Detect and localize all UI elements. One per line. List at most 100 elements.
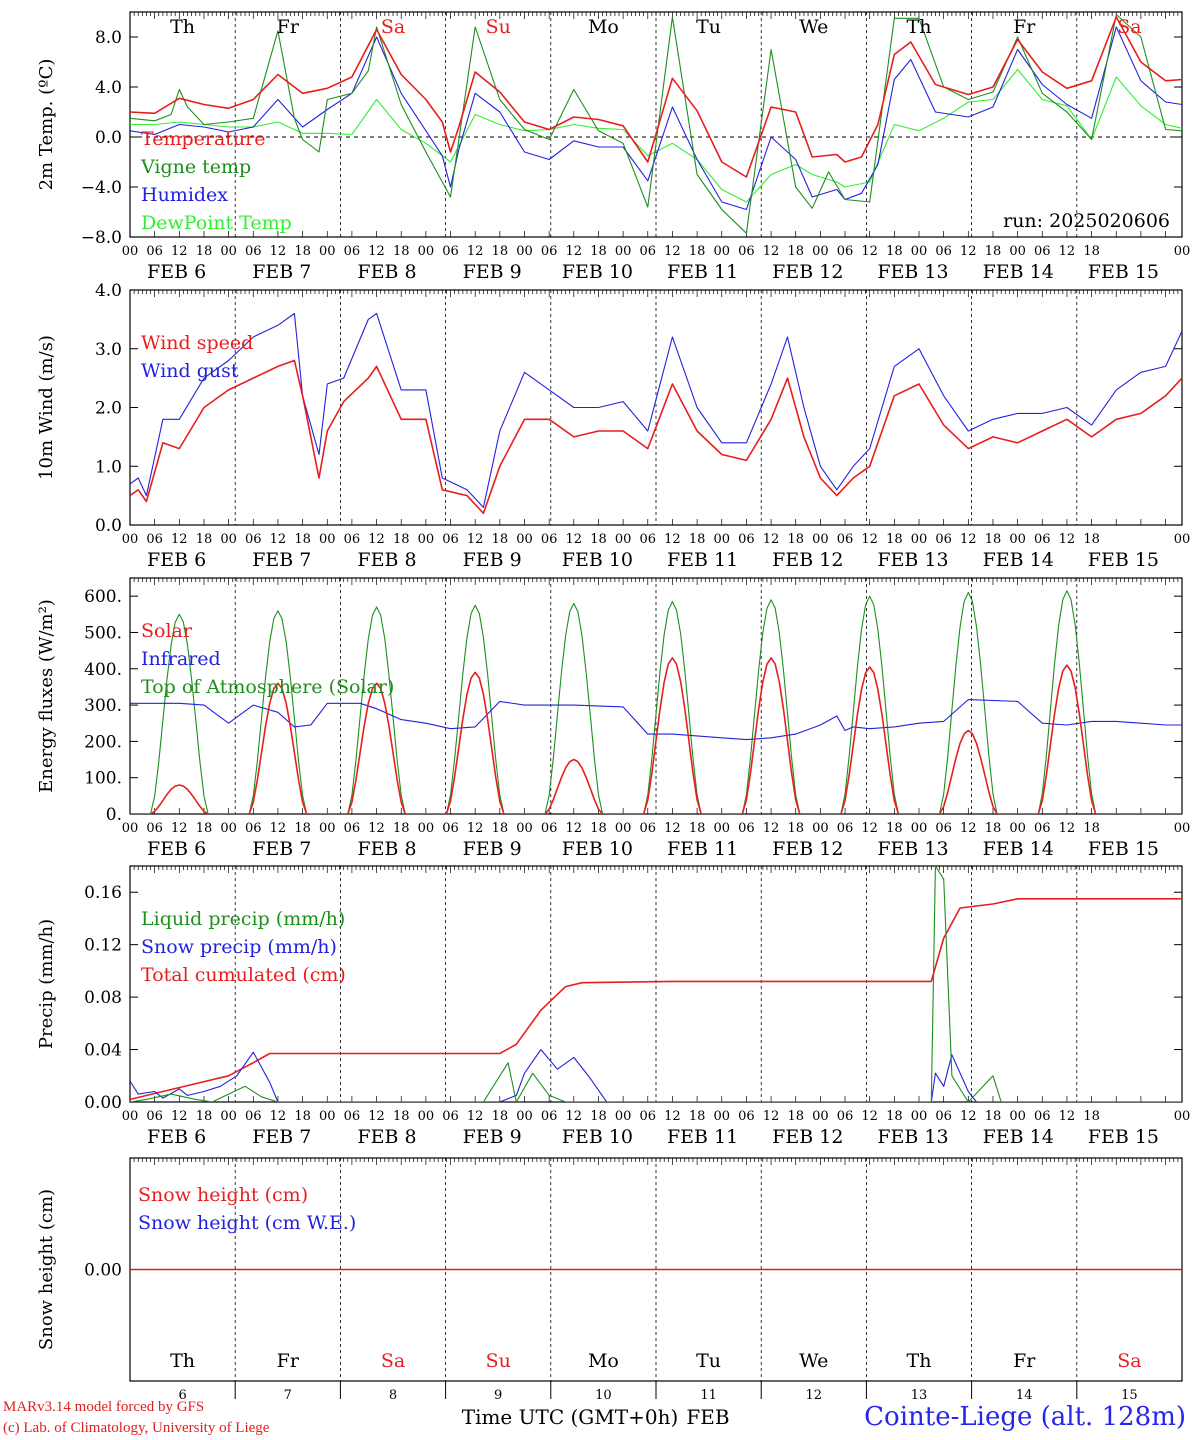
hour-label: 12: [566, 244, 583, 259]
hour-label: 18: [689, 244, 706, 259]
y-tick-label: 0.00: [84, 1261, 122, 1281]
hour-label: 12: [368, 244, 385, 259]
date-label: FEB 9: [463, 1126, 522, 1148]
y-tick-label: 100.: [84, 769, 122, 789]
hour-label: 06: [837, 532, 854, 547]
day-abbr: Tu: [696, 16, 721, 38]
hour-label: 06: [245, 532, 262, 547]
date-label: FEB 15: [1088, 549, 1159, 571]
hour-label: 06: [245, 244, 262, 259]
series-line: [130, 1049, 1182, 1102]
day-abbr: Fr: [1013, 16, 1036, 38]
hour-label: 00: [122, 1109, 139, 1124]
y-tick-label: 600.: [84, 587, 122, 607]
panel-1: 8.0 4.0 0.0 −4.0 −8.0 2m Temp. (ºC) Temperatur…: [36, 11, 1191, 283]
y-tick-label: 0.12: [84, 936, 122, 956]
legend-entry: Vigne temp: [140, 156, 251, 178]
hour-label: 00: [516, 532, 533, 547]
series-line: [130, 26, 1182, 211]
series-line: [130, 866, 1182, 1102]
hour-label: 00: [713, 244, 730, 259]
hour-label: 06: [442, 821, 459, 836]
day-abbr: Th: [907, 1350, 932, 1372]
date-label: FEB 6: [147, 261, 206, 283]
legend-entry: Wind speed: [141, 332, 253, 354]
hour-label: 18: [1083, 821, 1100, 836]
date-label: FEB 7: [252, 261, 311, 283]
hour-label: 06: [738, 244, 755, 259]
date-label: FEB 7: [252, 1126, 311, 1148]
date-label: FEB 9: [463, 261, 522, 283]
day-abbr: Sa: [381, 1350, 405, 1372]
legend-entry: Snow height (cm): [138, 1184, 308, 1206]
hour-label: 12: [368, 821, 385, 836]
hour-label: 06: [146, 1109, 163, 1124]
run-label: run: 2025020606: [1003, 210, 1170, 232]
hour-label: 06: [541, 821, 558, 836]
hour-label: 12: [368, 532, 385, 547]
hour-label: 06: [738, 532, 755, 547]
hour-label: 18: [492, 532, 509, 547]
x-axis-title: Time UTC (GMT+0h): [462, 1405, 679, 1429]
hour-label: 18: [492, 244, 509, 259]
hour-label: 00: [615, 532, 632, 547]
hour-label: 00: [1174, 532, 1191, 547]
y-tick-label: 0.0: [95, 516, 122, 536]
hour-label: 00: [418, 821, 435, 836]
hour-label: 18: [492, 821, 509, 836]
hour-label: 18: [590, 1109, 607, 1124]
hour-label: 18: [886, 1109, 903, 1124]
hour-label: 12: [960, 1109, 977, 1124]
hour-label: 18: [689, 1109, 706, 1124]
hour-label: 18: [1083, 532, 1100, 547]
series-line: [130, 359, 1182, 515]
hour-label: 18: [294, 821, 311, 836]
date-label: FEB 14: [983, 1126, 1054, 1148]
y-tick-label: 8.0: [95, 28, 122, 48]
hour-label: 18: [1083, 244, 1100, 259]
day-abbr: Sa: [381, 16, 405, 38]
legend-entry: Liquid precip (mm/h): [141, 908, 345, 930]
legend-entry: Temperature: [141, 128, 265, 150]
hour-label: 06: [935, 1109, 952, 1124]
hour-label: 12: [566, 1109, 583, 1124]
hour-label: 00: [812, 244, 829, 259]
date-label: FEB 10: [562, 838, 633, 860]
hour-label: 06: [442, 244, 459, 259]
hour-label: 12: [171, 244, 188, 259]
hour-label: 00: [516, 244, 533, 259]
hour-label: 00: [1174, 244, 1191, 259]
hour-label: 00: [1009, 821, 1026, 836]
y-axis-label: 2m Temp. (ºC): [36, 59, 57, 191]
hour-label: 18: [886, 821, 903, 836]
day-number: 8: [389, 1388, 397, 1403]
y-tick-label: 0.: [106, 805, 122, 825]
hour-label: 12: [1059, 821, 1076, 836]
day-number: 14: [1016, 1388, 1033, 1403]
hour-label: 12: [270, 1109, 287, 1124]
hour-label: 18: [590, 532, 607, 547]
legend-entry: Snow precip (mm/h): [141, 936, 337, 958]
hour-label: 12: [1059, 1109, 1076, 1124]
legend-entry: Total cumulated (cm): [141, 964, 346, 986]
panel-3: 600. 500. 400. 300. 200. 100. 0. Energy fluxes …: [36, 577, 1190, 860]
date-label: FEB 12: [772, 261, 843, 283]
hour-label: 00: [1174, 1109, 1191, 1124]
hour-label: 18: [590, 821, 607, 836]
hour-label: 18: [590, 244, 607, 259]
y-tick-label: −4.0: [81, 178, 122, 198]
hour-label: 12: [664, 244, 681, 259]
day-number: 11: [700, 1388, 717, 1403]
hour-label: 18: [787, 821, 804, 836]
date-label: FEB 6: [147, 549, 206, 571]
hour-label: 00: [812, 532, 829, 547]
date-label: FEB 11: [667, 261, 738, 283]
hour-label: 06: [146, 821, 163, 836]
hour-label: 06: [344, 1109, 361, 1124]
hour-label: 00: [713, 821, 730, 836]
hour-label: 12: [1059, 244, 1076, 259]
hour-label: 12: [270, 532, 287, 547]
hour-label: 18: [886, 532, 903, 547]
hour-label: 06: [935, 244, 952, 259]
panel-frame: [129, 11, 1183, 238]
